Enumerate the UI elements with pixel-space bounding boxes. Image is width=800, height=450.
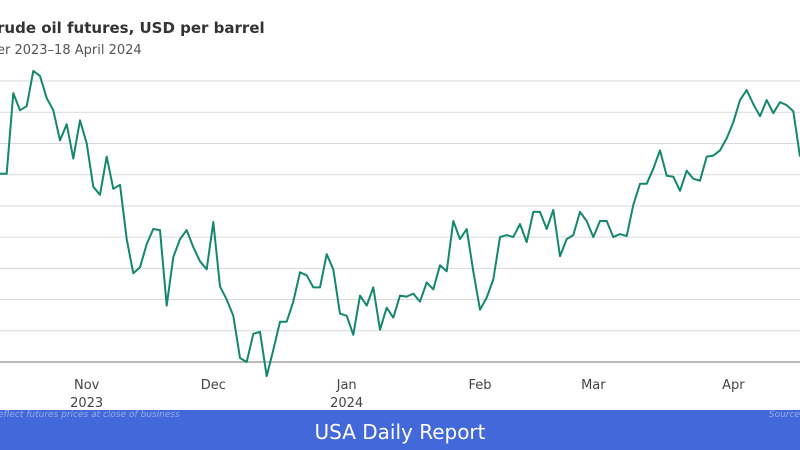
chart-subtitle: er 2023–18 April 2024 [0,43,142,58]
x-tick-label: Jan 2024 [330,378,364,411]
x-tick-label: Apr [722,378,745,393]
banner: USA Daily Report [0,410,800,450]
footnote: eflect futures prices at close of busine… [0,410,180,420]
x-tick-label: Nov 2023 [70,378,104,411]
x-tick-label: Feb [468,378,492,393]
chart-title: rude oil futures, USD per barrel [0,19,265,37]
price-line [0,69,800,378]
x-tick-label: Mar [581,378,606,393]
banner-text: USA Daily Report [314,420,486,444]
x-tick-label: Dec [200,378,226,393]
source: Source [768,410,800,420]
